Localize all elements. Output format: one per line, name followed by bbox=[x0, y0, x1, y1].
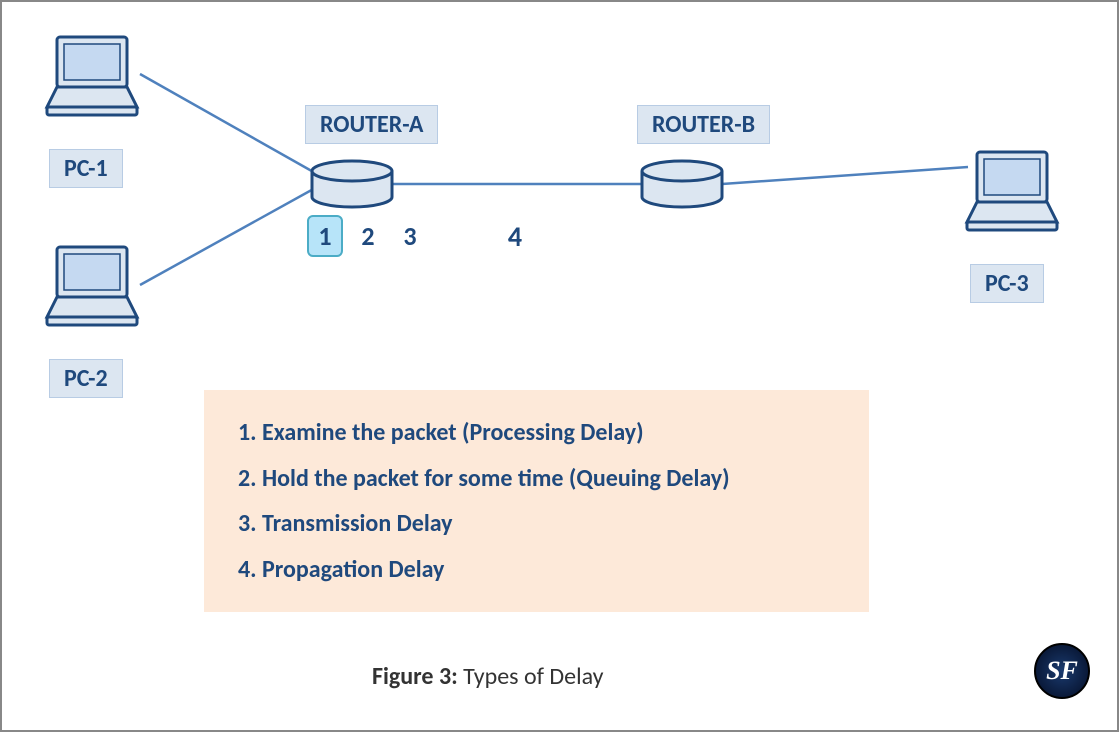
router-a-icon bbox=[307, 159, 397, 209]
connection-lines bbox=[2, 2, 1119, 402]
pc2-icon bbox=[42, 242, 142, 332]
pc1-label: PC-1 bbox=[49, 149, 123, 188]
diagram-frame: PC-1 PC-2 PC-3 ROUTER-A ROUTER-B 1 2 3 4… bbox=[0, 0, 1119, 732]
legend-item: Hold the packet for some time (Queuing D… bbox=[262, 456, 839, 502]
sf-logo: SF bbox=[1034, 643, 1090, 699]
legend-list: Examine the packet (Processing Delay)Hol… bbox=[234, 410, 839, 592]
step-2-num: 2 bbox=[361, 220, 374, 252]
step-1-num: 1 bbox=[318, 220, 331, 252]
step-3-badge: 3 bbox=[393, 215, 435, 257]
step-4-num: 4 bbox=[508, 219, 522, 254]
step-1-badge: 1 bbox=[307, 215, 343, 257]
pc1-icon bbox=[42, 32, 142, 122]
step-2-badge: 2 bbox=[350, 215, 386, 257]
legend-item: Transmission Delay bbox=[262, 501, 839, 547]
step-4-arrow: 4 bbox=[442, 211, 612, 261]
pc3-icon bbox=[962, 147, 1062, 237]
router-b-label: ROUTER-B bbox=[637, 105, 770, 144]
router-a-label: ROUTER-A bbox=[305, 105, 438, 144]
figure-caption: Figure 3: Types of Delay bbox=[372, 662, 604, 691]
legend-item: Propagation Delay bbox=[262, 547, 839, 593]
pc2-label: PC-2 bbox=[49, 359, 123, 398]
caption-bold: Figure 3: bbox=[372, 662, 458, 691]
logo-text: SF bbox=[1046, 656, 1078, 686]
pc3-label: PC-3 bbox=[970, 264, 1044, 303]
legend-box: Examine the packet (Processing Delay)Hol… bbox=[204, 390, 869, 612]
router-b-icon bbox=[637, 159, 727, 209]
legend-item: Examine the packet (Processing Delay) bbox=[262, 410, 839, 456]
caption-text: Types of Delay bbox=[458, 662, 604, 691]
step-3-num: 3 bbox=[403, 220, 416, 252]
